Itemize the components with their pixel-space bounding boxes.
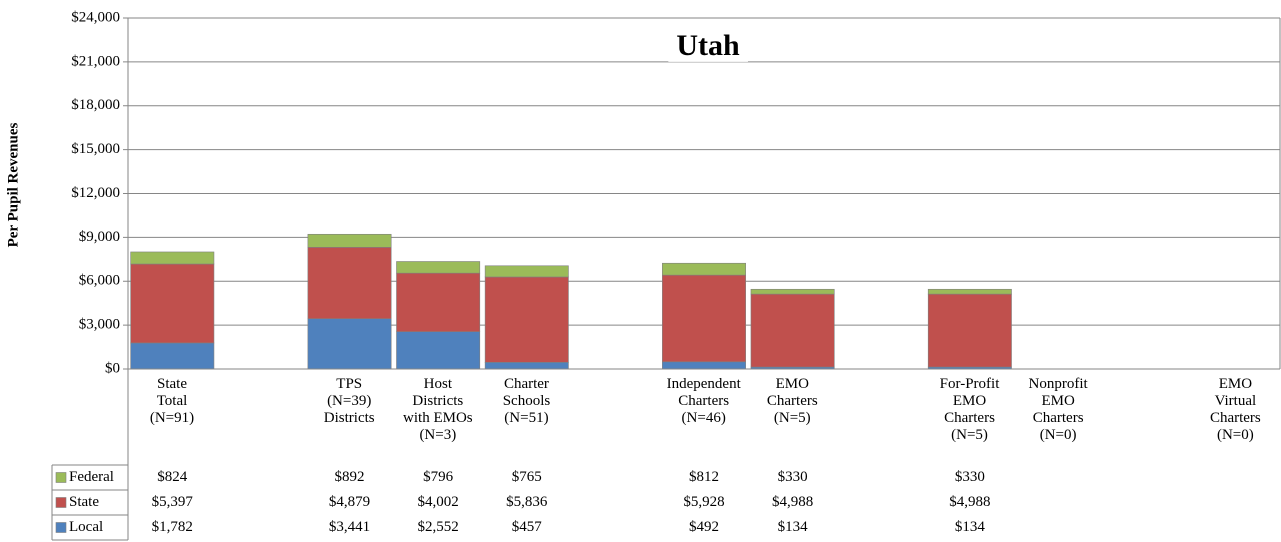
- table-value: $5,836: [506, 494, 548, 510]
- bar-segment: [750, 288, 835, 295]
- table-value: $3,441: [329, 519, 370, 535]
- y-tick-label: $18,000: [71, 97, 120, 113]
- y-tick-label: $12,000: [71, 185, 120, 201]
- bar-segment: [662, 262, 746, 276]
- legend-swatch: [55, 472, 67, 483]
- table-value: $765: [512, 469, 542, 485]
- x-tick-label: For-Profit EMO Charters (N=5): [939, 376, 1000, 443]
- legend-swatch: [55, 522, 67, 533]
- bar-segment: [484, 265, 569, 278]
- bar-segment: [484, 362, 569, 370]
- table-value: $812: [689, 469, 719, 485]
- table-value: $492: [689, 519, 719, 535]
- table-value: $892: [335, 469, 365, 485]
- table-value: $1,782: [152, 519, 193, 535]
- bar-segment: [927, 293, 1012, 368]
- table-value: $5,397: [152, 494, 194, 510]
- x-tick-label: EMO Charters (N=5): [766, 376, 818, 426]
- y-tick-label: $0: [105, 360, 120, 376]
- bar-segment: [396, 261, 481, 274]
- legend-label: State: [69, 494, 99, 510]
- table-value: $330: [955, 469, 985, 485]
- x-tick-label: Nonprofit EMO Charters (N=0): [1028, 376, 1088, 443]
- table-value: $4,002: [418, 494, 459, 510]
- y-tick-label: $3,000: [79, 317, 120, 333]
- y-tick-label: $21,000: [71, 53, 120, 69]
- x-tick-label: State Total (N=91): [149, 376, 195, 426]
- y-tick-label: $9,000: [79, 229, 120, 245]
- y-tick-label: $24,000: [71, 9, 120, 25]
- bar-segment: [662, 361, 746, 370]
- legend-swatch: [55, 497, 67, 508]
- bar-segment: [396, 272, 481, 332]
- x-tick-label: TPS (N=39) Districts: [323, 376, 375, 426]
- x-tick-label: EMO Virtual Charters (N=0): [1209, 376, 1261, 443]
- table-value: $134: [778, 519, 809, 535]
- x-tick-label: Charter Schools (N=51): [502, 376, 551, 426]
- table-value: $5,928: [683, 494, 724, 510]
- legend-label: Federal: [69, 469, 114, 485]
- table-value: $457: [512, 519, 543, 535]
- bar-segment: [307, 318, 392, 370]
- bar-segment: [307, 233, 392, 248]
- table-value: $2,552: [418, 519, 459, 535]
- x-tick-label: Host Districts with EMOs (N=3): [403, 376, 473, 443]
- bar-segment: [484, 276, 569, 363]
- table-value: $134: [955, 519, 986, 535]
- title-background: [668, 28, 748, 62]
- bar-segment: [750, 293, 835, 368]
- bar-segment: [130, 342, 215, 370]
- bar-segment: [927, 288, 1012, 295]
- x-tick-label: Independent Charters (N=46): [666, 376, 741, 426]
- table-value: $824: [157, 469, 188, 485]
- table-value: $330: [778, 469, 808, 485]
- bar-segment: [130, 263, 215, 344]
- bar-segment: [307, 247, 392, 319]
- table-value: $4,988: [949, 494, 990, 510]
- bar-segment: [130, 251, 215, 265]
- chart-title: Utah: [676, 29, 740, 62]
- y-axis-title: Per Pupil Revenues: [5, 122, 21, 247]
- table-value: $4,988: [772, 494, 813, 510]
- bar-segment: [662, 274, 746, 363]
- legend-label: Local: [69, 519, 103, 535]
- bar-segment: [396, 331, 481, 370]
- table-value: $4,879: [329, 494, 370, 510]
- table-value: $796: [423, 469, 454, 485]
- y-tick-label: $6,000: [79, 273, 120, 289]
- y-tick-label: $15,000: [71, 141, 120, 157]
